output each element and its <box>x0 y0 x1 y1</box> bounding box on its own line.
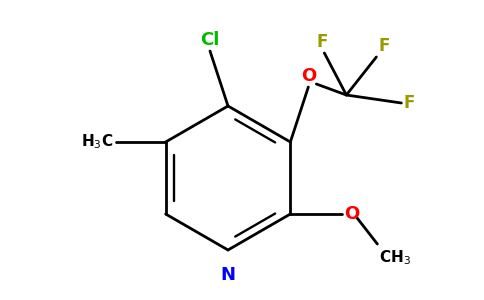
Text: H$_3$C: H$_3$C <box>81 133 114 151</box>
Text: CH$_3$: CH$_3$ <box>379 248 411 267</box>
Text: O: O <box>301 67 316 85</box>
Text: F: F <box>378 37 390 55</box>
Text: F: F <box>403 94 415 112</box>
Text: Cl: Cl <box>200 31 220 49</box>
Text: F: F <box>317 33 328 51</box>
Text: N: N <box>221 266 236 284</box>
Text: O: O <box>344 205 360 223</box>
